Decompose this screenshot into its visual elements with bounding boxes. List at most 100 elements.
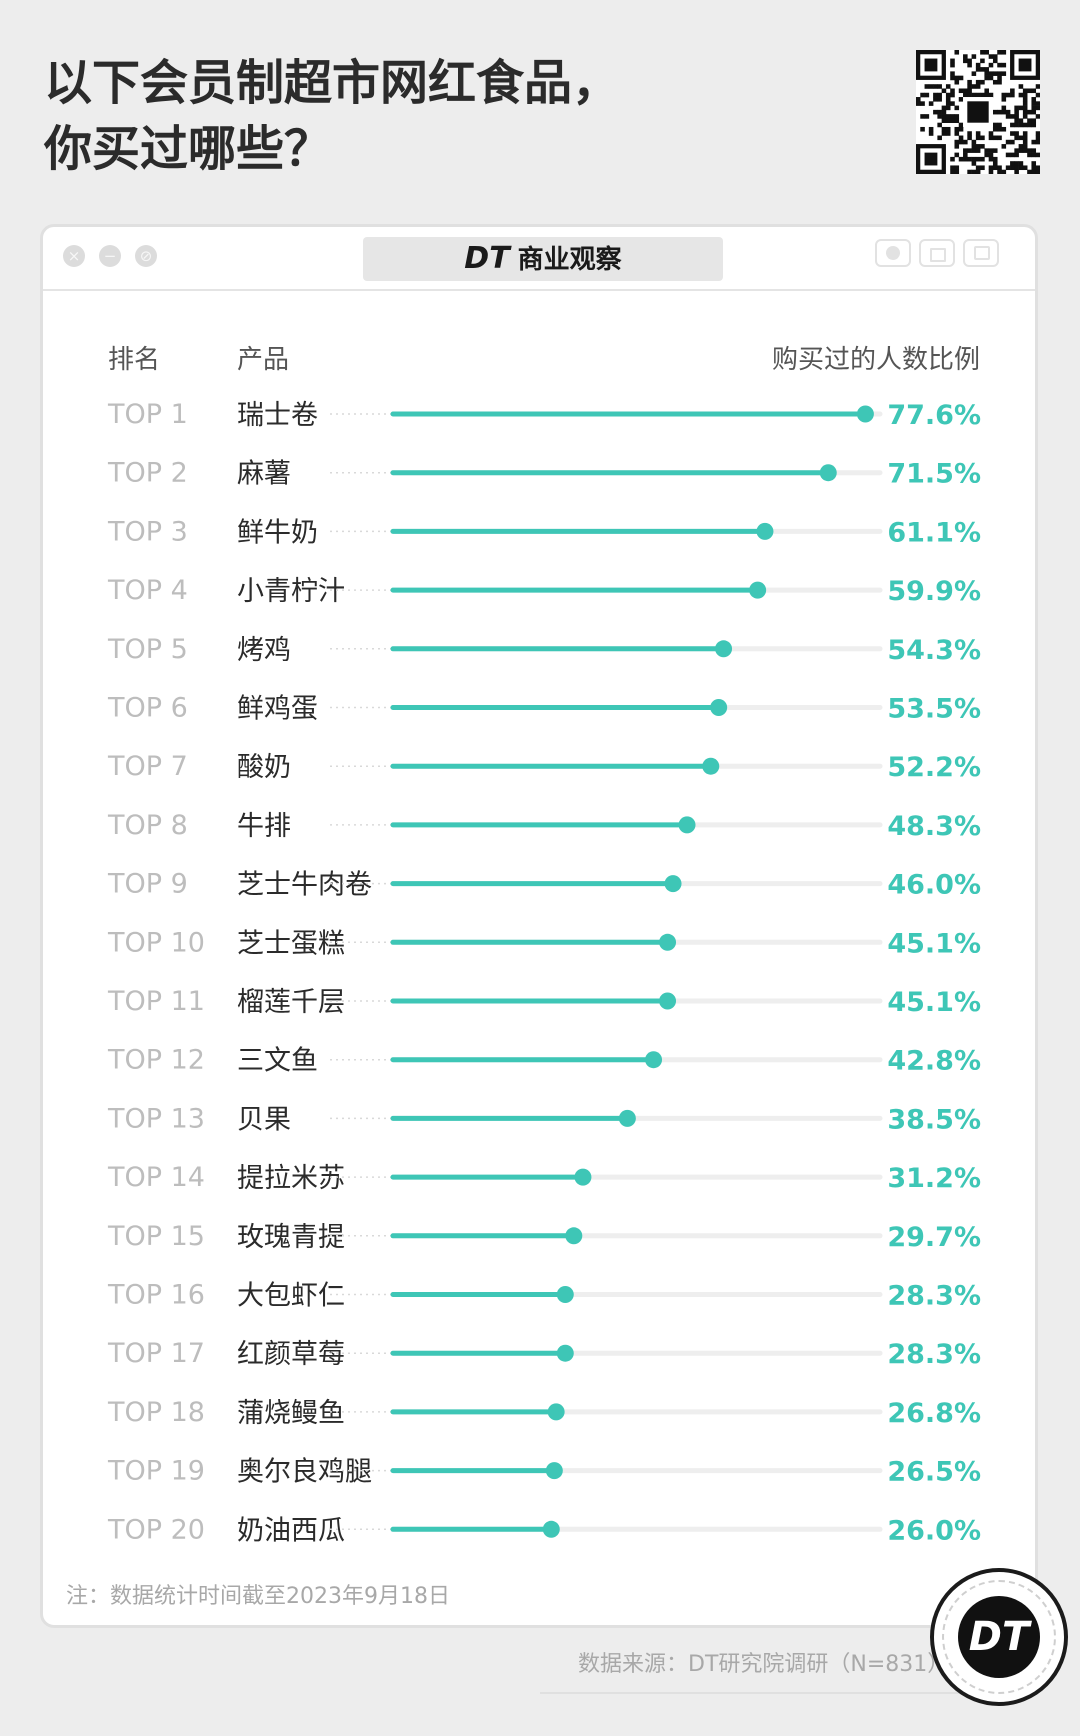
- dt-badge-logo[interactable]: DT: [930, 1568, 1068, 1706]
- value-label: 52.2%: [887, 752, 981, 783]
- bar-dot: [574, 1168, 592, 1186]
- rank-label: TOP 1: [107, 399, 188, 430]
- value-label: 26.5%: [887, 1457, 981, 1488]
- header-rank: 排名: [108, 345, 160, 375]
- close-icon[interactable]: ×: [63, 245, 85, 267]
- product-label: 牛排: [237, 811, 291, 842]
- product-label: 大包虾仁: [237, 1281, 345, 1312]
- product-label: 鲜鸡蛋: [237, 694, 318, 725]
- brand-dt-logo: DT: [464, 241, 510, 276]
- chart-window: × − ⊘ DT 商业观察: [40, 224, 1038, 1628]
- bar-dot: [618, 1109, 636, 1127]
- product-label: 红颜草莓: [237, 1339, 345, 1370]
- bar-dot: [565, 1227, 583, 1245]
- product-label: 玫瑰青提: [237, 1222, 345, 1253]
- value-label: 31.2%: [887, 1163, 981, 1194]
- value-label: 48.3%: [887, 811, 981, 842]
- product-label: 酸奶: [237, 752, 291, 783]
- value-label: 59.9%: [887, 576, 981, 607]
- headline-line-2: 你买过哪些？: [44, 121, 333, 177]
- product-label: 芝士牛肉卷: [237, 870, 372, 901]
- value-label: 45.1%: [887, 928, 981, 959]
- bar-dot: [556, 1286, 574, 1303]
- data-source: 数据来源：DT研究院调研（N=831）: [578, 1652, 950, 1677]
- product-label: 小青柠汁: [237, 576, 345, 607]
- rank-label: TOP 10: [107, 927, 205, 958]
- rank-label: TOP 2: [107, 458, 188, 489]
- rank-label: TOP 13: [107, 1103, 205, 1134]
- value-label: 38.5%: [887, 1104, 981, 1135]
- value-label: 42.8%: [887, 1046, 981, 1077]
- header-value: 购买过的人数比例: [772, 345, 980, 375]
- qr-center-logo: [967, 101, 989, 123]
- footnote: 注：数据统计时间截至2023年9月18日: [66, 1584, 450, 1609]
- product-label: 提拉米苏: [237, 1163, 345, 1194]
- rank-label: TOP 8: [107, 810, 188, 841]
- product-label: 麻薯: [237, 459, 291, 490]
- product-label: 奥尔良鸡腿: [237, 1457, 372, 1488]
- value-label: 61.1%: [887, 517, 981, 548]
- bar-dot: [664, 875, 682, 893]
- rank-label: TOP 12: [107, 1045, 205, 1076]
- value-label: 54.3%: [887, 635, 981, 666]
- product-label: 蒲烧鳗鱼: [237, 1398, 345, 1429]
- rank-label: TOP 20: [107, 1514, 205, 1545]
- product-label: 贝果: [237, 1104, 291, 1135]
- header-product: 产品: [237, 345, 289, 375]
- rank-label: TOP 18: [107, 1397, 205, 1428]
- bar-dot: [710, 699, 728, 716]
- product-label: 芝士蛋糕: [237, 928, 345, 959]
- brand-title-bar: DT 商业观察: [363, 237, 723, 281]
- product-label: 榴莲千层: [237, 987, 345, 1018]
- value-label: 71.5%: [887, 459, 981, 490]
- bar-dot: [819, 464, 837, 482]
- value-label: 26.8%: [887, 1398, 981, 1429]
- minimize-icon[interactable]: −: [99, 245, 121, 267]
- bar-dot: [556, 1344, 574, 1362]
- rank-label: TOP 4: [107, 575, 188, 606]
- badge-ring: [942, 1580, 1056, 1694]
- bar-dot: [659, 992, 677, 1010]
- value-label: 26.0%: [887, 1515, 981, 1546]
- window-restore-icon[interactable]: [963, 239, 999, 267]
- source-frame: [540, 1630, 960, 1694]
- product-label: 烤鸡: [237, 635, 291, 666]
- rank-label: TOP 7: [107, 751, 188, 782]
- bar-dot: [715, 640, 733, 658]
- rank-label: TOP 16: [107, 1280, 205, 1311]
- rank-label: TOP 15: [107, 1221, 205, 1252]
- bar-dot: [545, 1462, 563, 1480]
- bar-dot: [756, 522, 774, 540]
- value-label: 28.3%: [887, 1281, 981, 1312]
- value-label: 28.3%: [887, 1339, 981, 1370]
- rank-label: TOP 5: [107, 634, 188, 665]
- rank-label: TOP 17: [107, 1338, 205, 1369]
- rank-label: TOP 3: [107, 516, 188, 547]
- rank-label: TOP 11: [107, 986, 205, 1017]
- bar-dot: [678, 816, 696, 834]
- product-label: 三文鱼: [237, 1046, 318, 1077]
- value-label: 46.0%: [887, 870, 981, 901]
- bar-dot: [856, 405, 874, 423]
- bar-dot: [659, 933, 677, 951]
- headline: 以下会员制超市网红食品， 你买过哪些？: [44, 50, 620, 182]
- product-label: 瑞士卷: [237, 400, 318, 431]
- record-icon[interactable]: [875, 239, 911, 267]
- value-label: 53.5%: [887, 694, 981, 725]
- value-label: 77.6%: [887, 400, 981, 431]
- product-label: 鲜牛奶: [237, 517, 318, 548]
- bar-dot: [547, 1403, 565, 1421]
- window-titlebar: × − ⊘ DT 商业观察: [43, 227, 1035, 291]
- qr-code-icon[interactable]: [916, 50, 1040, 174]
- product-label: 奶油西瓜: [237, 1515, 345, 1546]
- rank-label: TOP 6: [107, 693, 188, 724]
- value-label: 29.7%: [887, 1222, 981, 1253]
- bar-dot: [645, 1051, 663, 1069]
- share-icon[interactable]: [919, 239, 955, 267]
- bar-dot: [749, 581, 767, 599]
- block-icon[interactable]: ⊘: [135, 245, 157, 267]
- badge-label: DT: [958, 1596, 1040, 1678]
- rank-label: TOP 19: [107, 1456, 205, 1487]
- rank-label: TOP 9: [107, 869, 188, 900]
